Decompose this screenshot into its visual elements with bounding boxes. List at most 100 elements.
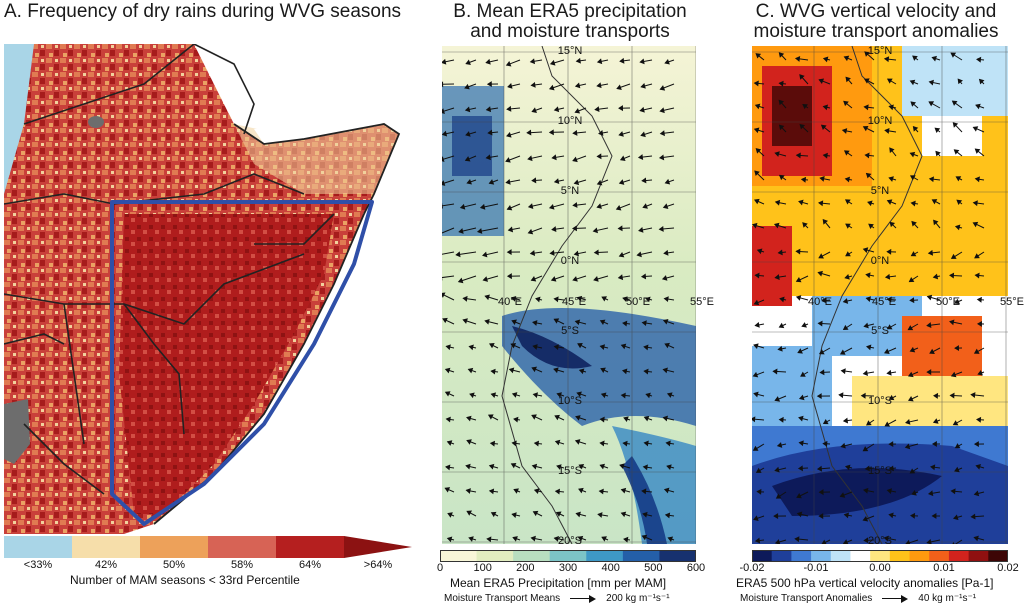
vector-arrow xyxy=(555,511,565,517)
vector-arrow xyxy=(886,248,897,255)
vector-arrow xyxy=(636,251,653,258)
vector-arrow xyxy=(799,123,809,133)
vector-arrow xyxy=(911,220,919,229)
panel-b-lat-3: 0°N xyxy=(560,255,580,267)
colorbar-b-swatch-3 xyxy=(549,550,587,562)
dry-core xyxy=(119,214,334,514)
colorbar-b-swatch-6 xyxy=(659,550,697,562)
vector-arrow xyxy=(910,200,919,207)
vector-arrow xyxy=(912,125,919,133)
vector-arrow xyxy=(817,270,831,277)
vector-arrow xyxy=(599,344,609,350)
vector-arrow xyxy=(506,249,521,256)
vector-arrow xyxy=(577,535,587,542)
colorbar-a-tick-5: >64% xyxy=(363,559,393,571)
vector-arrow xyxy=(926,369,941,375)
vector-arrow xyxy=(599,416,609,423)
panel-c-lat-4: 5°S xyxy=(871,325,889,337)
vector-arrow xyxy=(442,179,455,186)
vector-arrow xyxy=(932,418,941,424)
vector-arrow xyxy=(950,488,963,495)
vector-arrow xyxy=(488,179,499,185)
vector-arrow xyxy=(974,148,985,157)
vector-arrow xyxy=(863,322,875,329)
colorbar-c-tick-0: -0.02 xyxy=(739,562,765,574)
vector-arrow xyxy=(907,371,919,378)
colorbar-b-tick-6: 600 xyxy=(686,562,706,574)
panel-b-lat-1: 10°N xyxy=(557,115,583,127)
vector-arrow xyxy=(530,535,543,542)
vector-arrow xyxy=(578,487,587,494)
vector-arrow xyxy=(596,203,609,209)
vector-arrow xyxy=(949,272,963,279)
vector-arrow xyxy=(888,465,897,472)
vector-arrow xyxy=(976,56,985,63)
vector-arrow xyxy=(487,129,499,136)
vector-arrow xyxy=(457,275,477,284)
vector-arrow xyxy=(620,487,631,494)
vector-arrow xyxy=(506,273,521,280)
vector-arrow xyxy=(974,272,985,279)
vector-arrow xyxy=(844,464,853,471)
vector-arrow xyxy=(576,391,587,398)
vector-arrow xyxy=(530,81,543,88)
vector-arrow xyxy=(486,81,499,88)
vector-arrow xyxy=(643,440,653,447)
vector-scale-arrow-icon xyxy=(570,594,597,604)
vector-arrow xyxy=(973,347,985,354)
vector-arrow xyxy=(889,221,897,229)
vector-arrow xyxy=(862,515,875,522)
vector-arrow xyxy=(662,203,675,209)
colorbar-b-tick-5: 500 xyxy=(644,562,663,574)
vector-arrow xyxy=(773,222,787,229)
vector-arrow xyxy=(513,488,521,494)
vector-arrow xyxy=(773,513,787,519)
panel-a-map xyxy=(4,44,414,534)
vector-arrow xyxy=(446,536,455,543)
vector-arrow xyxy=(549,59,565,66)
panel-b-lat-6: 15°S xyxy=(558,465,582,477)
vector-arrow xyxy=(905,418,919,425)
vector-arrow xyxy=(795,248,809,255)
vector-arrow xyxy=(642,511,653,518)
vector-arrow xyxy=(910,101,919,109)
panel-c-lat-1: 10°N xyxy=(867,115,893,127)
panel-b-lat-2: 5°N xyxy=(560,185,580,197)
vector-arrow xyxy=(798,440,809,447)
colorbar-c-swatch-9 xyxy=(929,550,950,562)
vector-arrow xyxy=(550,275,565,282)
vector-arrow xyxy=(462,295,477,302)
vector-arrow xyxy=(553,296,565,303)
vector-arrow xyxy=(554,414,565,421)
vector-arrow xyxy=(774,539,787,544)
vector-arrow xyxy=(753,391,765,398)
vector-arrow xyxy=(975,464,985,470)
colorbar-c-swatch-0 xyxy=(752,550,773,562)
vector-arrow xyxy=(554,439,565,446)
vector-arrow xyxy=(459,203,477,210)
vector-arrow xyxy=(796,491,809,499)
vector-arrow xyxy=(640,273,653,280)
vector-arrow xyxy=(845,251,853,257)
vector-arrow xyxy=(510,343,521,349)
colorbar-c-swatch-5 xyxy=(850,550,871,562)
vector-arrow xyxy=(599,463,609,470)
vector-arrow xyxy=(842,539,853,544)
panel-c-colorbar-label: ERA5 500 hPa vertical velocity anomalies… xyxy=(736,576,994,590)
colorbar-b-swatch-4 xyxy=(586,550,624,562)
vector-arrow xyxy=(864,51,875,61)
vector-arrow xyxy=(466,178,477,185)
vector-arrow xyxy=(662,367,675,374)
vector-arrow xyxy=(643,415,653,422)
vector-arrow xyxy=(756,488,765,495)
vector-arrow xyxy=(977,321,985,327)
vector-arrow xyxy=(977,370,985,376)
panel-c-lat-6: 15°S xyxy=(868,465,892,477)
vector-arrow xyxy=(865,172,875,181)
vector-arrow xyxy=(956,199,963,206)
vector-arrow xyxy=(888,394,897,401)
vector-arrow xyxy=(778,52,787,61)
vector-arrow xyxy=(799,74,809,85)
vector-arrow xyxy=(442,155,455,162)
vector-arrow xyxy=(553,367,565,374)
